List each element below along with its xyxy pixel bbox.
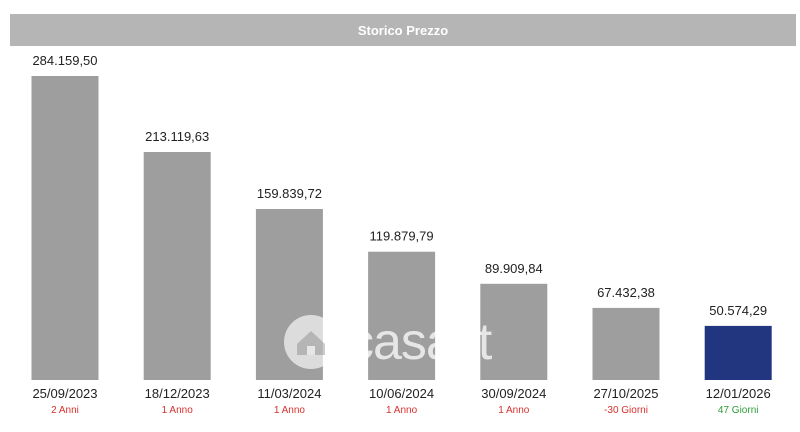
duration-label-3: 1 Anno bbox=[274, 405, 306, 416]
value-label-2: 213.119,63 bbox=[145, 129, 209, 144]
bar-4 bbox=[368, 251, 436, 380]
bar-6 bbox=[592, 307, 660, 380]
date-label-7: 12/01/2026 bbox=[706, 386, 771, 401]
chart-title: Storico Prezzo bbox=[357, 22, 449, 38]
date-label-6: 27/10/2025 bbox=[593, 386, 658, 401]
value-label-7: 50.574,29 bbox=[709, 303, 767, 318]
bar-7 bbox=[704, 325, 772, 380]
date-label-4: 10/06/2024 bbox=[369, 386, 434, 401]
value-label-1: 284.159,50 bbox=[32, 53, 97, 68]
date-label-3: 11/03/2024 bbox=[257, 386, 321, 401]
duration-label-5: 1 Anno bbox=[498, 405, 530, 416]
duration-label-4: 1 Anno bbox=[386, 405, 418, 416]
date-label-1: 25/09/2023 bbox=[32, 386, 97, 401]
bar-2 bbox=[143, 152, 211, 380]
value-label-3: 159.839,72 bbox=[257, 186, 322, 201]
bar-1 bbox=[31, 76, 99, 380]
value-label-6: 67.432,38 bbox=[597, 285, 655, 300]
chart-title-bar: Storico Prezzo bbox=[10, 14, 796, 46]
date-label-5: 30/09/2024 bbox=[481, 386, 546, 401]
value-label-4: 119.879,79 bbox=[370, 229, 434, 244]
date-label-2: 18/12/2023 bbox=[145, 386, 210, 401]
value-label-5: 89.909,84 bbox=[485, 261, 543, 276]
duration-label-6: -30 Giorni bbox=[604, 405, 648, 416]
duration-label-2: 1 Anno bbox=[162, 405, 194, 416]
duration-label-7: 47 Giorni bbox=[718, 405, 759, 416]
bar-3 bbox=[255, 209, 323, 380]
bar-5 bbox=[480, 283, 548, 380]
duration-label-1: 2 Anni bbox=[51, 405, 79, 416]
